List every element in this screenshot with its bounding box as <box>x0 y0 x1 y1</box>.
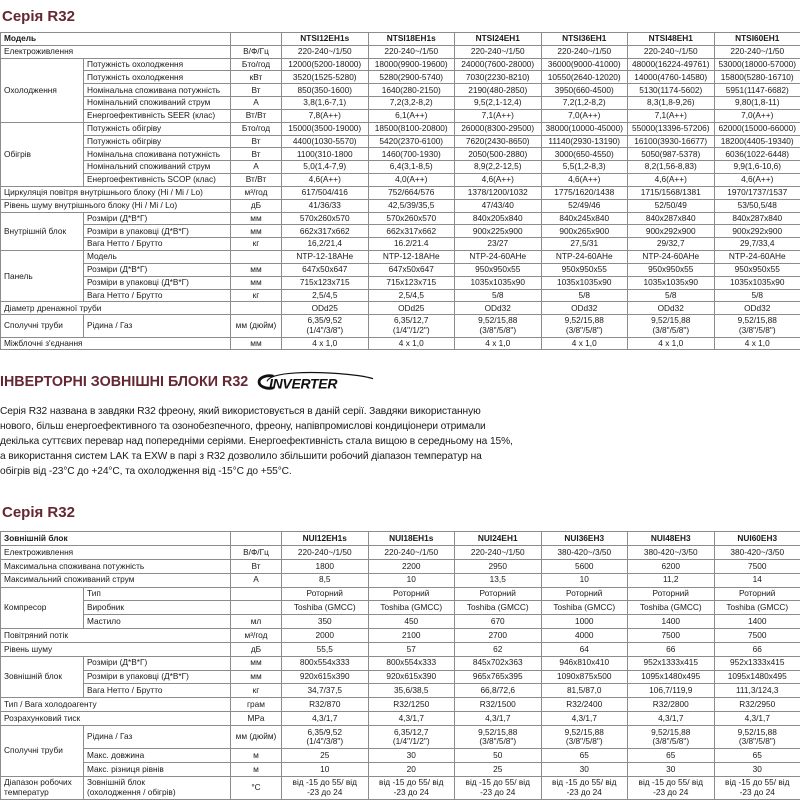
svg-text:INVERTER: INVERTER <box>269 376 338 392</box>
